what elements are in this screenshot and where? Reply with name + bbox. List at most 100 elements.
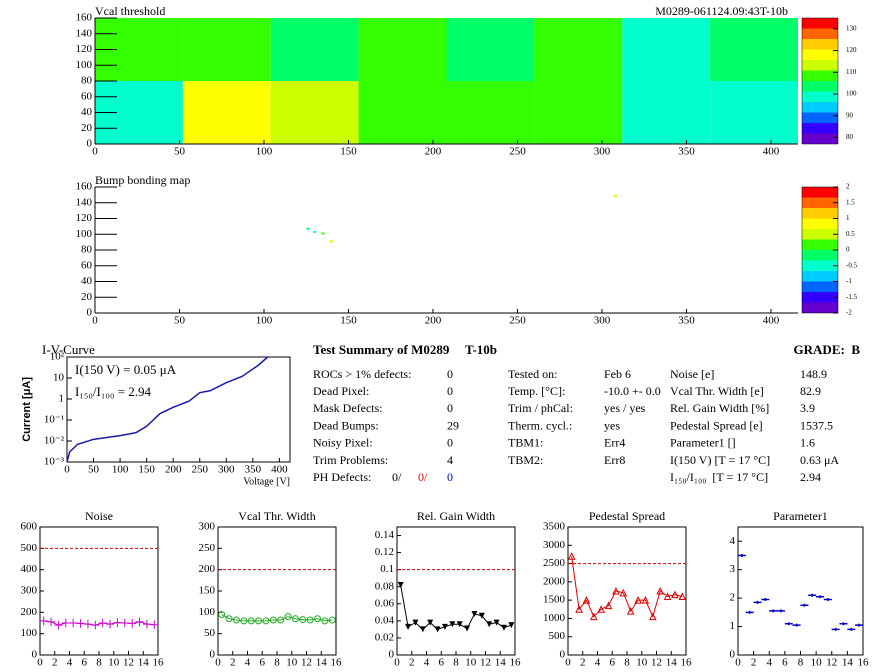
y-tick-label: 50 <box>204 627 216 639</box>
marker <box>649 612 657 621</box>
summary-label: Noise [e] <box>670 367 714 381</box>
y-tick-label: 400 <box>21 563 38 575</box>
summary-label: Therm. cycl.: <box>508 418 572 432</box>
error-marker <box>76 619 85 628</box>
y-tick-label: 500 <box>21 542 38 554</box>
summary-title: Test Summary of M0289 <box>313 342 450 357</box>
chart-title: I-V-Curve <box>42 342 95 357</box>
summary-value: yes / yes <box>604 401 646 415</box>
data-line <box>66 356 269 463</box>
marker <box>464 625 471 632</box>
chart-title: Vcal Thr. Width <box>238 509 315 523</box>
data-line <box>400 584 512 631</box>
marker <box>321 617 329 625</box>
marker <box>582 596 591 604</box>
y-tick-label: 300 <box>21 585 38 597</box>
x-tick-label: 250 <box>191 464 208 476</box>
x-tick-label: 8 <box>96 657 102 669</box>
summary-value: Feb 6 <box>604 367 631 381</box>
y-tick-label: 60 <box>81 259 93 271</box>
marker <box>500 624 507 631</box>
roc-cell <box>270 18 359 81</box>
chart-subtitle: M0289-061124.09:43T-10b <box>655 4 788 18</box>
roc-cell <box>710 81 798 144</box>
y-tick-label: 100 <box>21 627 38 639</box>
marker <box>508 622 515 629</box>
marker <box>255 617 263 625</box>
y-tick-label: 80 <box>81 75 93 87</box>
color-bar-label: 1 <box>846 214 850 222</box>
error-marker <box>135 617 144 627</box>
summary-value: 0 <box>447 436 453 450</box>
roc-cell <box>534 81 623 144</box>
y-tick-label: 10⁻¹ <box>44 414 64 426</box>
marker <box>397 582 404 589</box>
summary-label: TBM2: <box>508 453 543 467</box>
marker <box>314 615 322 623</box>
color-bar-label: 1.5 <box>846 198 855 206</box>
chart-title: Pedestal Spread <box>589 509 665 523</box>
x-tick-label: 4 <box>595 657 601 669</box>
x-tick-label: 350 <box>245 464 262 476</box>
marker <box>306 616 314 624</box>
annotation: I₁₅₀/I₁₀₀ = 2.94 <box>75 384 152 399</box>
y-tick-label: 1500 <box>543 594 566 606</box>
chart-title: Bump bonding map <box>95 173 190 187</box>
x-tick-label: 6 <box>82 657 88 669</box>
x-tick-label: 8 <box>453 657 459 669</box>
color-bar-label: 100 <box>846 90 857 98</box>
y-tick-label: 0 <box>87 138 93 150</box>
x-tick-label: 4 <box>245 657 251 669</box>
x-tick-label: 6 <box>782 657 788 669</box>
marker <box>225 615 233 623</box>
summary-label: Rel. Gain Width [%] <box>670 401 769 415</box>
error-marker <box>47 617 56 627</box>
x-tick-label: 12 <box>651 657 662 669</box>
y-tick-label: 160 <box>76 12 93 24</box>
bump-point <box>306 227 310 230</box>
marker <box>855 623 864 627</box>
data-line <box>221 614 333 622</box>
error-marker <box>120 618 129 628</box>
marker <box>434 626 441 633</box>
marker <box>486 621 493 628</box>
marker <box>567 552 576 560</box>
roc-cell <box>622 18 711 81</box>
x-tick-label: 0 <box>64 464 70 476</box>
data-line <box>571 556 683 619</box>
y-tick-label: 160 <box>76 181 93 193</box>
roc-cell <box>358 81 447 144</box>
chart-title: Parameter1 <box>773 509 828 523</box>
x-tick-label: 100 <box>112 464 129 476</box>
x-tick-label: 50 <box>174 315 186 327</box>
x-tick-label: 300 <box>218 464 235 476</box>
summary-label: Noisy Pixel: <box>313 436 373 450</box>
y-tick-label: 2000 <box>543 575 566 587</box>
x-tick-label: 12 <box>826 657 837 669</box>
marker <box>847 627 856 631</box>
x-tick-label: 16 <box>331 657 343 669</box>
x-tick-label: 400 <box>763 315 780 327</box>
x-tick-label: 4 <box>67 657 73 669</box>
marker <box>678 592 687 600</box>
color-bar-label: 110 <box>846 68 857 76</box>
y-tick-label: 0 <box>560 649 566 661</box>
x-tick-label: 2 <box>52 657 58 669</box>
error-marker <box>39 616 48 626</box>
plot-frame <box>66 356 291 463</box>
color-bar-label: 2 <box>846 183 850 191</box>
x-tick-label: 14 <box>316 657 328 669</box>
y-tick-label: 1 <box>730 620 736 632</box>
summary-label: Pedestal Spread [e] <box>670 418 763 432</box>
x-tick-label: 50 <box>88 464 100 476</box>
marker <box>619 588 628 597</box>
y-tick-label: 0.14 <box>375 529 395 541</box>
y-tick-label: 250 <box>199 542 216 554</box>
color-bar-label: 80 <box>846 133 854 141</box>
x-tick-label: 0 <box>215 657 221 669</box>
chart-title: Rel. Gain Width <box>417 509 495 523</box>
x-tick-label: 14 <box>842 657 854 669</box>
marker <box>218 610 226 618</box>
y-tick-label: 0.1 <box>380 563 394 575</box>
